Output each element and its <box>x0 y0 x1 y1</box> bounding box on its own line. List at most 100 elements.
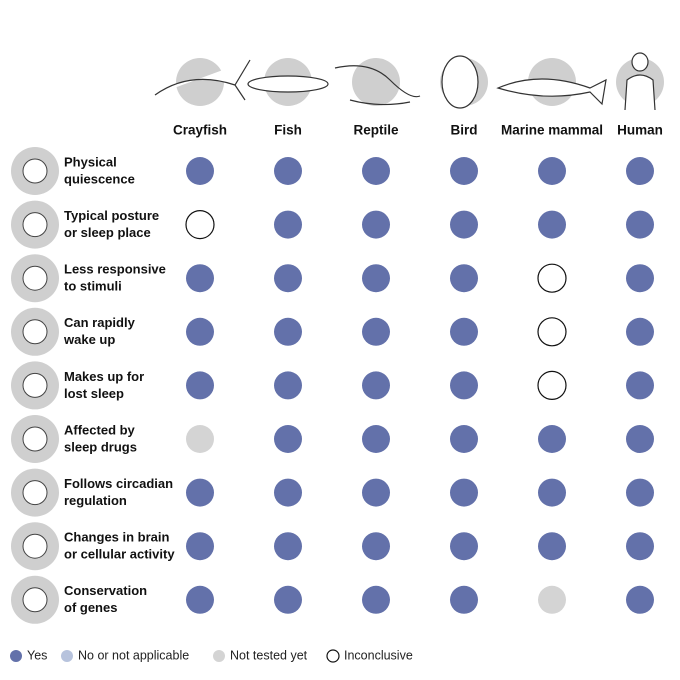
cell-dot <box>626 585 654 614</box>
row-label: sleep drugs <box>64 439 137 454</box>
header-art <box>154 52 664 111</box>
cell-dot <box>274 317 302 346</box>
legend-swatch <box>61 650 73 662</box>
cell-dot <box>274 585 302 614</box>
dolphin-icon <box>496 78 607 106</box>
row-icon-detail <box>22 587 48 613</box>
row-label: Can rapidly <box>64 315 136 330</box>
cell-dot <box>274 210 302 239</box>
cell-dot <box>626 371 654 400</box>
legend-swatch <box>10 650 22 662</box>
legend-label: Inconclusive <box>344 648 413 662</box>
row-label: regulation <box>64 493 127 508</box>
cell-dot <box>362 157 390 185</box>
row-label: lost sleep <box>64 386 124 401</box>
cell-dot <box>274 425 302 453</box>
legend-swatch <box>326 649 340 663</box>
cell-dot <box>274 157 302 185</box>
legend-label: Yes <box>27 648 47 662</box>
cell-dot <box>537 317 567 347</box>
row-icon-detail <box>22 426 48 452</box>
row-icon-detail <box>22 480 48 506</box>
bird-icon <box>441 55 479 109</box>
cell-dot <box>450 371 478 400</box>
cell-dot <box>450 425 478 453</box>
row-label: Typical posture <box>64 208 159 223</box>
cell-dot <box>362 317 390 346</box>
cell-dot <box>626 532 654 561</box>
cell-dot <box>362 478 390 507</box>
cell-dot <box>362 371 390 400</box>
row-label: to stimuli <box>64 279 122 294</box>
row-label: wake up <box>63 332 115 347</box>
cell-dot <box>274 532 302 561</box>
row-label: Conservation <box>64 583 147 598</box>
reptile-icon <box>334 65 421 106</box>
cell-dot <box>186 478 214 507</box>
cell-dot <box>362 585 390 614</box>
row-label: Less responsive <box>64 262 166 277</box>
row-label: or cellular activity <box>64 547 175 562</box>
cell-dot <box>450 585 478 614</box>
legend-label: Not tested yet <box>230 648 308 662</box>
cell-dot <box>186 585 214 614</box>
row-label: or sleep place <box>64 225 151 240</box>
crayfish-icon <box>154 59 251 101</box>
cell-dot <box>450 317 478 346</box>
cell-dot <box>538 157 566 185</box>
row-label: quiescence <box>64 171 135 186</box>
cell-dot <box>186 532 214 561</box>
row-icon-detail <box>22 265 48 291</box>
cell-dot <box>185 210 215 240</box>
column-header: Fish <box>274 123 302 138</box>
cell-dot <box>362 264 390 293</box>
column-header: Crayfish <box>173 123 227 138</box>
cell-dot <box>450 210 478 239</box>
column-header: Marine mammal <box>501 123 603 138</box>
row-icon-detail <box>22 372 48 398</box>
cell-dot <box>450 157 478 185</box>
cell-dot <box>362 425 390 453</box>
cell-dot <box>537 370 567 400</box>
cell-dot <box>362 210 390 239</box>
cell-dot <box>626 157 654 185</box>
cell-dot <box>362 532 390 561</box>
column-header: Reptile <box>353 123 399 138</box>
legend-swatch <box>213 650 225 662</box>
column-header: Bird <box>451 123 478 138</box>
cell-dot <box>538 210 566 239</box>
human-icon <box>624 52 656 111</box>
row-label: Affected by <box>64 422 136 437</box>
cell-dot <box>450 532 478 561</box>
icon-bg <box>352 58 400 106</box>
cell-dot <box>186 317 214 346</box>
row-label: Follows circadian <box>64 476 173 491</box>
cell-dot <box>626 478 654 507</box>
cell-dot <box>274 478 302 507</box>
row-label: of genes <box>64 600 117 615</box>
cell-dot <box>186 371 214 400</box>
cell-dot <box>450 478 478 507</box>
cell-dot <box>186 264 214 293</box>
cell-dot <box>626 210 654 239</box>
cell-dot <box>626 264 654 293</box>
row-label: Physical <box>64 154 117 169</box>
row-label: Makes up for <box>64 369 144 384</box>
row-icon-detail <box>22 319 48 345</box>
row-icon-detail <box>22 158 48 184</box>
row-label: Changes in brain <box>64 530 170 545</box>
fish-icon <box>247 75 329 93</box>
icon-bg <box>176 58 224 106</box>
cell-dot <box>186 425 214 453</box>
row-icon-detail <box>22 212 48 238</box>
cell-dot <box>538 585 566 614</box>
cell-dot <box>626 317 654 346</box>
legend-label: No or not applicable <box>78 648 189 662</box>
cell-dot <box>538 532 566 561</box>
cell-dot <box>538 478 566 507</box>
cell-dot <box>538 425 566 453</box>
column-header: Human <box>617 123 663 138</box>
cell-dot <box>274 371 302 400</box>
